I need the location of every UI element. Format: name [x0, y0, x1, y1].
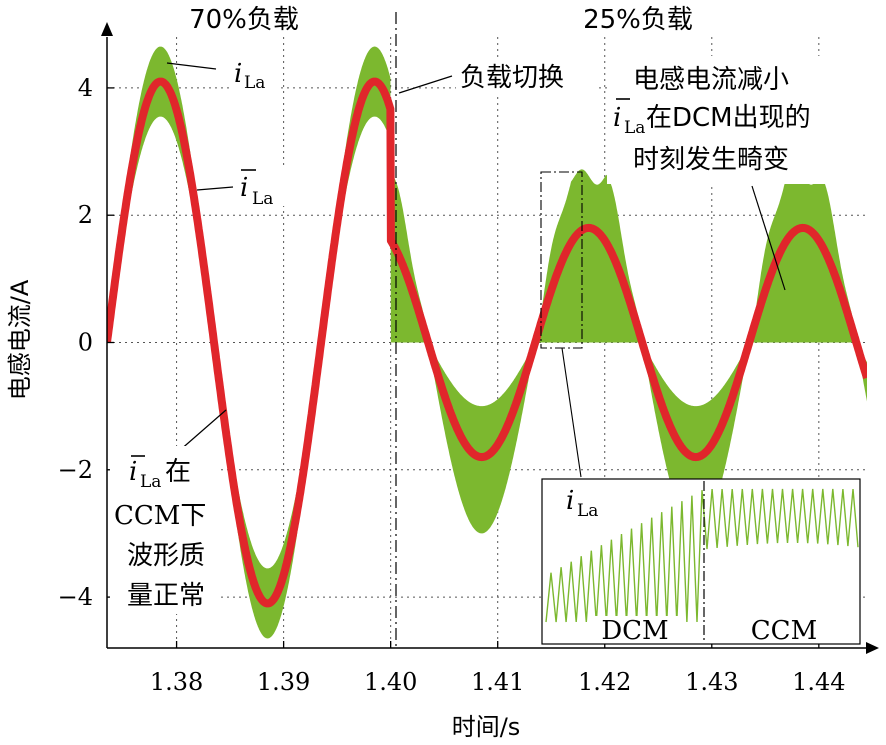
ila-average-line — [107, 77, 867, 608]
x-tick-label: 1.42 — [578, 668, 631, 696]
inset-ripple-waveform — [545, 488, 859, 623]
inset-label-sub: La — [577, 501, 598, 521]
y-tick-label: −2 — [58, 456, 93, 484]
inset-label-ccm: CCM — [751, 616, 817, 646]
y-tick-label: 0 — [78, 329, 93, 357]
x-axis-arrow — [866, 642, 879, 654]
svg-text:电感电流减小: 电感电流减小 — [633, 65, 789, 95]
svg-text:波形质: 波形质 — [127, 541, 205, 571]
x-tick-label: 1.41 — [471, 668, 524, 696]
region-label-70: 70%负载 — [189, 5, 299, 35]
svg-text:在: 在 — [165, 457, 191, 487]
svg-text:CCM下: CCM下 — [114, 501, 206, 531]
inset-connector-line — [561, 347, 582, 478]
svg-text:i: i — [129, 457, 137, 487]
x-axis-title: 时间/s — [452, 713, 521, 741]
y-axis-arrow — [101, 22, 113, 36]
y-tick-label: −4 — [58, 583, 93, 611]
x-tick-label: 1.40 — [364, 668, 417, 696]
x-tick-label: 1.38 — [150, 668, 203, 696]
svg-text:量正常: 量正常 — [127, 581, 205, 611]
distortion-highlight-box — [540, 171, 583, 349]
svg-text:La: La — [244, 73, 265, 93]
inset: i La DCM CCM — [541, 478, 861, 646]
annotation-ccm-normal: i La 在 CCM下 波形质 量正常 — [110, 409, 227, 614]
svg-text:在DCM出现的: 在DCM出现的 — [646, 103, 811, 133]
y-axis-title: 电感电流/A — [6, 279, 34, 400]
svg-text:i: i — [240, 173, 248, 203]
svg-text:负载切换: 负载切换 — [460, 63, 564, 93]
svg-text:La: La — [624, 118, 645, 138]
region-label-25: 25%负载 — [583, 5, 693, 35]
annotation-ila-average: i La — [196, 166, 288, 209]
x-tick-label: 1.43 — [685, 668, 738, 696]
ticks: 1.38 1.39 1.40 1.41 1.42 1.43 1.44 4 2 0 −2 −4 — [58, 74, 846, 696]
svg-text:La: La — [252, 189, 273, 209]
svg-text:La: La — [140, 472, 161, 492]
svg-text:i: i — [613, 103, 621, 133]
x-tick-label: 1.39 — [257, 668, 310, 696]
inset-label-dcm: DCM — [601, 616, 668, 646]
annotation-load-switch: 负载切换 — [398, 60, 596, 94]
y-tick-label: 4 — [78, 74, 93, 102]
y-tick-label: 2 — [78, 201, 93, 229]
x-tick-label: 1.44 — [792, 668, 845, 696]
svg-text:i: i — [234, 59, 242, 89]
annotation-ila: i La — [166, 58, 278, 93]
svg-text:时刻发生畸变: 时刻发生畸变 — [633, 145, 789, 175]
annotation-distortion: 电感电流减小 i La 在DCM出现的 时刻发生畸变 — [607, 56, 865, 291]
inset-label-i: i — [566, 486, 574, 516]
